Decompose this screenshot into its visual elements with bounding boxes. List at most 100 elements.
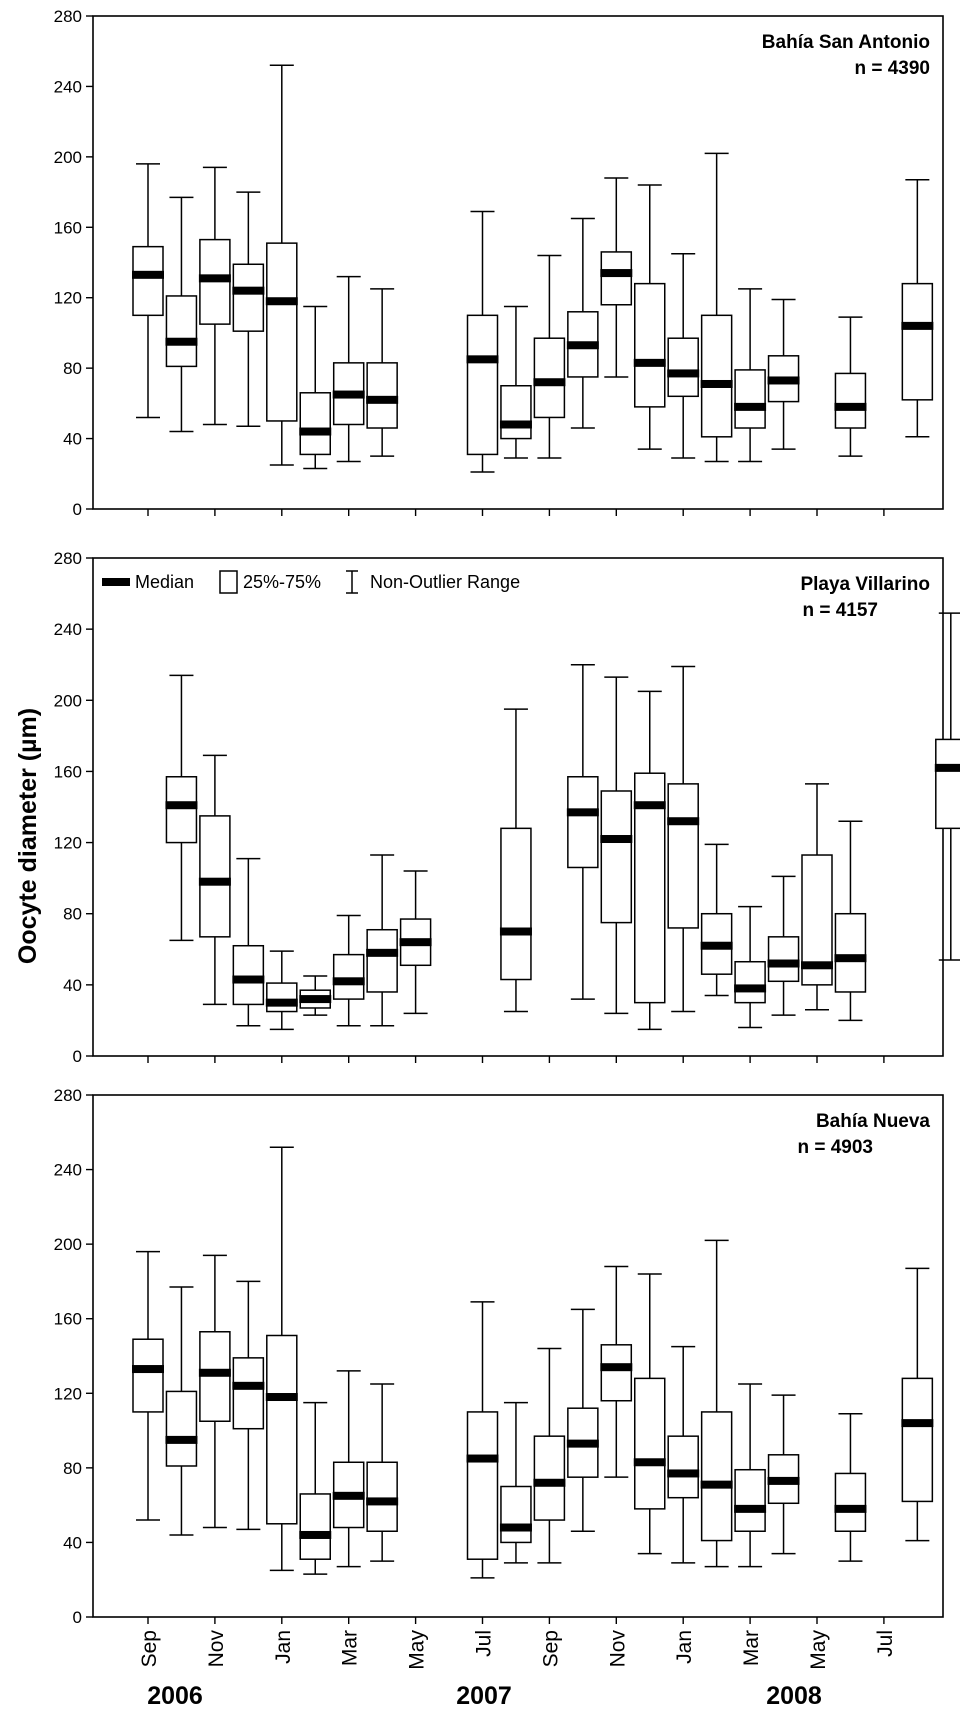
site-name: Bahía San Antonio [762,32,930,53]
iqr-box [734,1468,766,1532]
legend-box-label: 25%-75% [243,572,321,592]
iqr-box [165,776,198,844]
box-plot [332,1370,365,1568]
iqr-box [332,953,365,1000]
iqr-box [667,337,699,398]
median-bar [767,1476,800,1485]
iqr-box [600,1344,633,1402]
median-bar [499,927,532,936]
legend-range-label: Non-Outlier Range [370,572,520,592]
median-bar [499,1523,532,1532]
iqr-box [232,263,265,332]
median-bar [767,959,800,968]
median-bar [767,376,800,385]
month-label: Jul [874,1630,897,1657]
box-plot [801,783,833,1011]
box-plot [834,820,867,1022]
box-plot [366,1383,399,1562]
month-label: Nov [205,1630,228,1668]
box-plot [499,1401,532,1564]
box-plot [265,1146,298,1572]
sample-size-label: n = 4390 [854,58,930,79]
box-plot [767,875,800,1016]
box-plot [901,178,934,438]
median-bar [265,1393,298,1402]
median-bar [332,1491,365,1500]
box-plot [667,665,700,1013]
iqr-box [667,783,699,929]
median-bar [734,984,767,993]
sample-size-label: n = 4903 [797,1137,873,1158]
box-plot [667,252,700,459]
box-plot [332,275,365,463]
iqr-box [634,772,666,1004]
y-axis-label: Oocyte diameter (µm) [14,708,42,964]
box-plot [700,843,733,997]
iqr-box [266,242,298,422]
chart-panel: 0 40 80 120 160 200 240 280 Bahía San Antonio n =… [54,7,944,519]
legend: Median 25%-75% Non-Outlier Range [102,570,520,594]
box-plot [499,305,532,459]
median-bar [332,977,365,986]
y-tick-label: 240 [54,620,82,639]
median-bar [299,995,332,1004]
iqr-box [266,1334,298,1525]
iqr-box [500,827,532,981]
box-plot [533,254,566,459]
median-bar [265,297,298,306]
median-bar [533,378,566,387]
median-bar [132,270,164,279]
y-tick-label: 160 [54,762,82,781]
month-label: May [406,1630,429,1670]
iqr-box [834,912,867,993]
box-plot [600,177,633,378]
box-plot [734,1383,767,1568]
iqr-box [299,392,331,456]
median-bar [566,341,599,350]
box-plot [265,950,298,1031]
box-plot [466,210,499,473]
legend-box-swatch [219,570,238,594]
iqr-box [533,337,566,419]
median-bar [600,835,633,844]
median-bar [332,390,365,399]
iqr-box [232,1357,265,1430]
iqr-box [299,1493,331,1560]
box-plot [767,298,800,450]
median-bar [834,402,867,411]
median-bar [533,1478,566,1487]
iqr-box [500,385,532,440]
y-tick-label: 120 [54,834,82,853]
median-bar [700,379,733,388]
median-bar [734,402,767,411]
y-tick-label: 40 [63,430,82,449]
iqr-box [132,245,164,317]
y-tick-label: 200 [54,1235,82,1254]
box-plot [165,674,198,942]
box-plot [299,1401,332,1575]
iqr-box [266,982,298,1013]
box-plot [834,316,867,457]
chart-panel: 0 40 80 120 160 200 240 280 Bahía Nueva n = 4903 [54,1086,944,1627]
box-plot [566,663,599,1000]
median-bar [165,1435,198,1444]
box-plot [533,1347,566,1564]
median-bar [366,1497,399,1506]
y-tick-label: 80 [63,359,82,378]
iqr-box [366,362,398,429]
median-bar [366,948,399,957]
iqr-box [734,369,766,429]
box-plot [198,754,231,1006]
median-bar [834,1504,867,1513]
median-bar [165,337,198,346]
median-bar [667,817,700,826]
box-plot [633,1273,666,1555]
median-bar [366,395,399,404]
median-bar [232,1381,265,1390]
box-plot [566,217,599,429]
iqr-box [634,282,666,408]
median-bar [633,1458,666,1467]
y-tick-label: 40 [63,1533,82,1552]
box-plot [232,857,265,1027]
box-plot [165,196,198,433]
